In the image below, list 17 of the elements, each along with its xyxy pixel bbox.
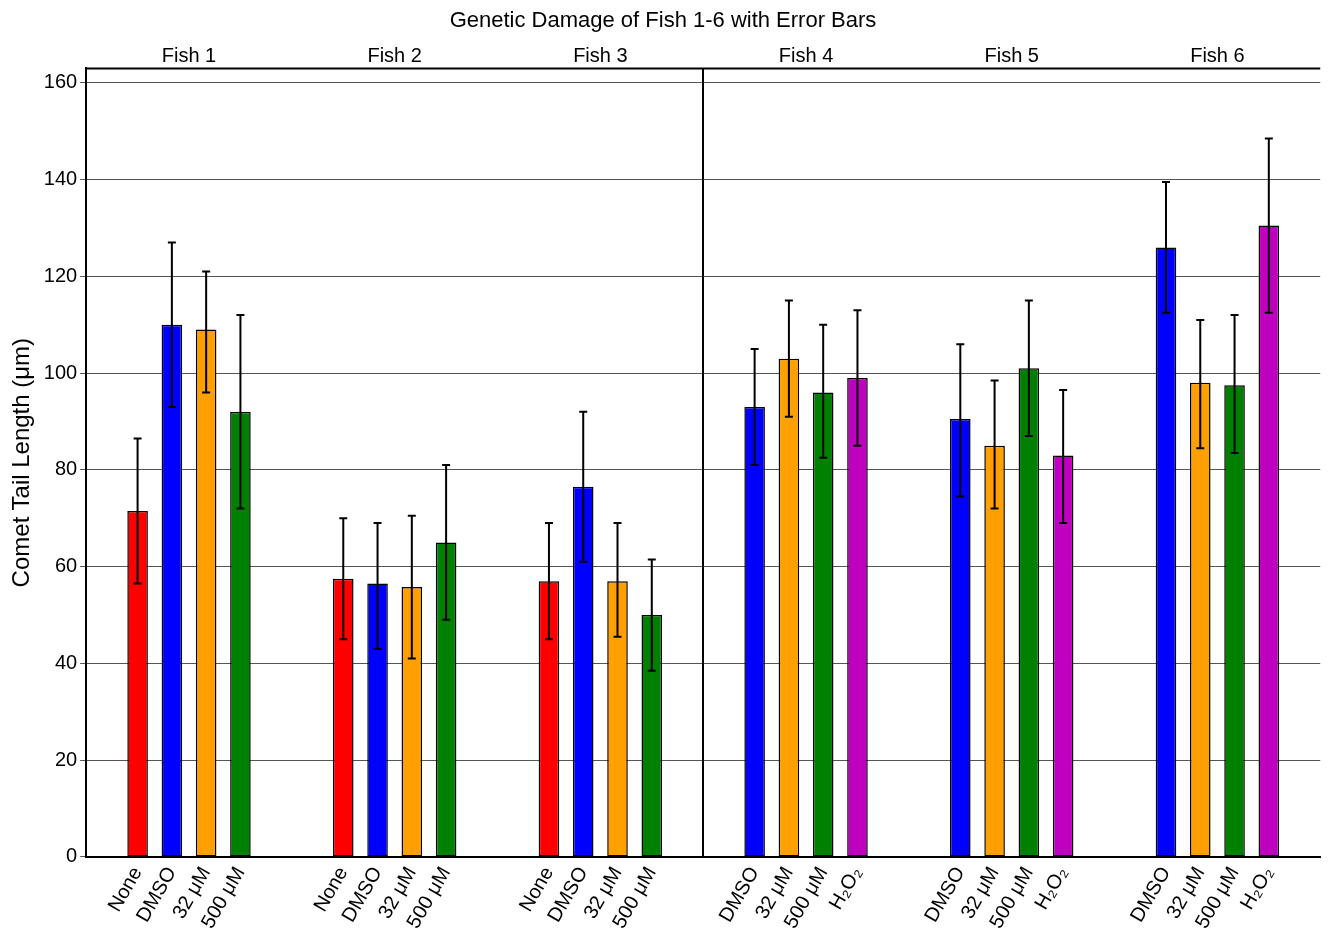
y-tick-label: 0: [66, 844, 78, 867]
y-tick-label: 160: [43, 70, 78, 93]
chart-title: Genetic Damage of Fish 1-6 with Error Bars: [449, 7, 877, 33]
y-tick-label: 60: [54, 554, 78, 577]
text: Fish 2: [367, 43, 422, 66]
y-tick-label: 40: [54, 650, 78, 673]
y-tick-label: 20: [54, 747, 78, 770]
text: Fish 5: [984, 43, 1039, 66]
text: Fish 6: [1190, 43, 1245, 66]
y-tick-label: 140: [43, 167, 78, 190]
text: Fish 4: [778, 43, 834, 66]
y-tick-label: 80: [54, 457, 78, 480]
text: Fish 1: [161, 43, 217, 66]
y-axis-title: Comet Tail Length (μm): [7, 337, 35, 588]
y-tick-label: 120: [43, 263, 78, 286]
text: Fish 3: [573, 43, 628, 66]
y-tick-label: 100: [43, 360, 78, 383]
